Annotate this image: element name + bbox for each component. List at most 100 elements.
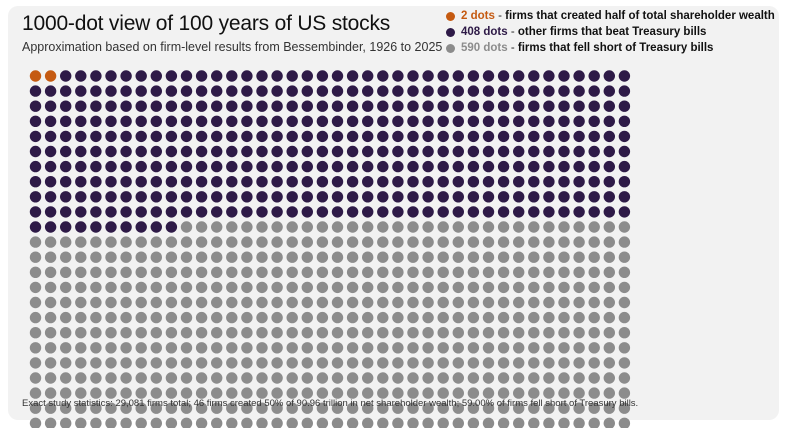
waffle-dot <box>105 85 117 97</box>
waffle-dot <box>195 191 208 203</box>
waffle-dot <box>90 85 102 97</box>
waffle-dot <box>467 85 480 97</box>
waffle-dot <box>105 160 117 173</box>
waffle-dot <box>44 372 57 384</box>
waffle-dot <box>90 70 102 82</box>
waffle-dot <box>59 85 72 97</box>
waffle-dot <box>44 417 57 428</box>
waffle-dot <box>331 236 344 248</box>
waffle-dot <box>29 236 42 248</box>
waffle-dot <box>362 281 374 294</box>
waffle-dot <box>256 402 268 414</box>
waffle-dot <box>150 296 162 309</box>
waffle-dot <box>482 70 495 82</box>
waffle-dot <box>226 206 238 218</box>
waffle-dot <box>482 402 495 414</box>
waffle-dot <box>377 281 389 294</box>
waffle-dot <box>528 191 540 203</box>
waffle-dot <box>528 342 540 354</box>
waffle-dot <box>29 296 42 309</box>
waffle-dot <box>422 236 434 248</box>
waffle-dot <box>346 387 359 399</box>
waffle-dot <box>437 176 449 188</box>
waffle-dot <box>90 206 102 218</box>
waffle-dot <box>528 206 540 218</box>
waffle-dot <box>180 115 193 128</box>
waffle-dot <box>497 281 510 294</box>
waffle-dot <box>482 221 495 233</box>
waffle-dot <box>165 372 178 384</box>
waffle-dot <box>150 236 162 248</box>
waffle-dot <box>120 145 132 158</box>
waffle-dot <box>105 70 117 82</box>
waffle-dot <box>29 221 42 233</box>
waffle-dot <box>301 372 313 384</box>
waffle-dot <box>331 387 344 399</box>
waffle-dot <box>437 311 449 324</box>
waffle-dot <box>165 417 178 428</box>
waffle-dot <box>482 296 495 309</box>
waffle-dot <box>301 357 313 369</box>
waffle-dot <box>392 251 404 263</box>
waffle-dot <box>377 236 389 248</box>
waffle-dot <box>422 402 434 414</box>
waffle-dot <box>497 266 510 278</box>
waffle-dot <box>286 160 298 173</box>
waffle-dot <box>226 236 238 248</box>
waffle-dot <box>29 115 42 128</box>
waffle-dot <box>150 206 162 218</box>
waffle-dot <box>588 191 600 203</box>
waffle-dot <box>407 191 419 203</box>
waffle-dot <box>377 372 389 384</box>
waffle-dot <box>497 70 510 82</box>
waffle-dot <box>195 281 208 294</box>
waffle-dot <box>513 372 525 384</box>
waffle-dot <box>226 160 238 173</box>
waffle-dot <box>543 70 555 82</box>
waffle-dot <box>362 221 374 233</box>
waffle-dot <box>44 221 57 233</box>
waffle-dot <box>618 311 631 324</box>
waffle-dot <box>211 281 223 294</box>
waffle-dot <box>301 160 313 173</box>
waffle-dot <box>120 191 132 203</box>
waffle-dot <box>241 372 253 384</box>
waffle-dot <box>211 266 223 278</box>
waffle-dot <box>528 417 540 428</box>
waffle-dot <box>346 191 359 203</box>
legend-count-top-firms: 2 dots <box>461 10 495 22</box>
waffle-dot <box>392 281 404 294</box>
waffle-dot <box>316 327 329 339</box>
waffle-dot <box>301 221 313 233</box>
waffle-dot <box>29 70 42 82</box>
waffle-dot <box>362 357 374 369</box>
waffle-dot <box>105 100 117 112</box>
waffle-dot <box>226 357 238 369</box>
waffle-dot <box>316 160 329 173</box>
waffle-dot <box>195 266 208 278</box>
waffle-dot <box>271 266 283 278</box>
waffle-dot <box>286 130 298 143</box>
waffle-dot <box>44 311 57 324</box>
waffle-dot <box>165 387 178 399</box>
waffle-dot <box>482 327 495 339</box>
waffle-dot <box>256 266 268 278</box>
waffle-dot <box>195 402 208 414</box>
waffle-dot <box>467 402 480 414</box>
waffle-dot <box>558 115 570 128</box>
waffle-dot <box>467 221 480 233</box>
waffle-dot <box>362 176 374 188</box>
waffle-dot <box>44 130 57 143</box>
waffle-dot <box>543 281 555 294</box>
waffle-dot <box>377 311 389 324</box>
waffle-dot <box>346 100 359 112</box>
waffle-dot <box>241 70 253 82</box>
waffle-dot <box>59 160 72 173</box>
waffle-dot <box>618 296 631 309</box>
waffle-dot <box>29 327 42 339</box>
waffle-dot <box>346 266 359 278</box>
waffle-dot <box>437 372 449 384</box>
waffle-dot <box>422 221 434 233</box>
waffle-dot <box>241 296 253 309</box>
waffle-dot <box>256 251 268 263</box>
